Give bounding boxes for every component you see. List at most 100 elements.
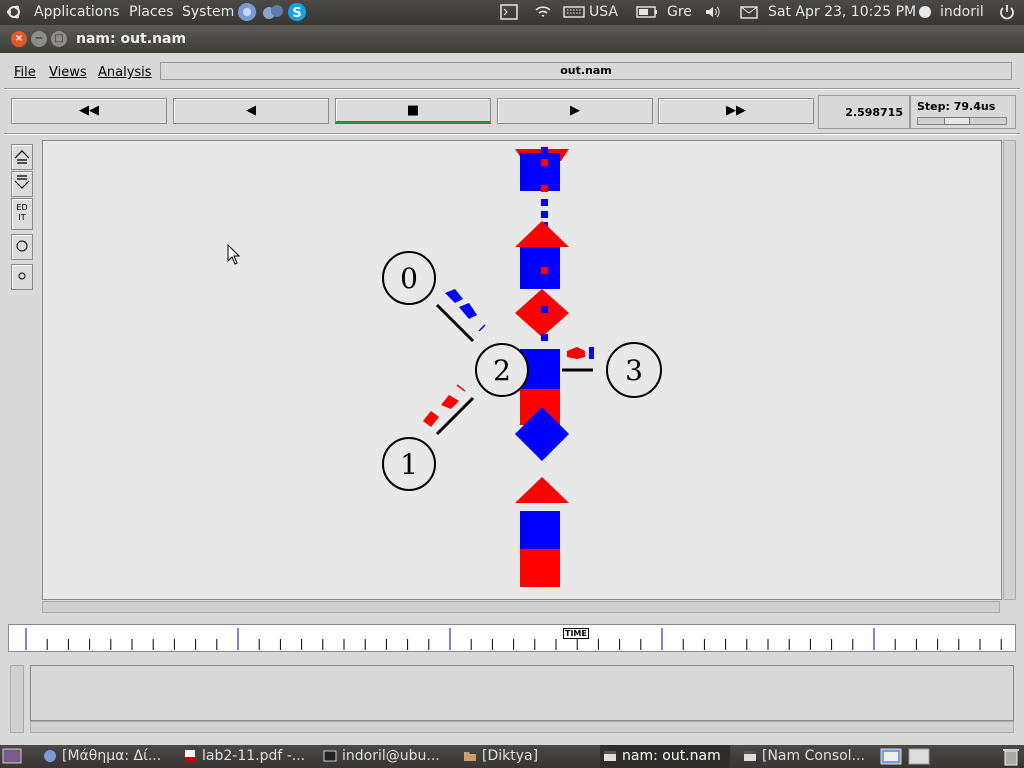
clock[interactable]: Sat Apr 23, 10:25 PM [768, 4, 917, 20]
packet [520, 549, 560, 587]
places-menu[interactable]: Places [129, 4, 174, 20]
volume-icon[interactable] [704, 4, 722, 20]
packet [541, 147, 548, 154]
rewind-button[interactable]: ◀◀ [11, 98, 167, 124]
topology-view[interactable]: 0 1 2 3 [45, 143, 999, 597]
node-0[interactable]: 0 [382, 251, 436, 305]
timeline-tick-group [25, 628, 1023, 650]
node-2[interactable]: 2 [475, 343, 529, 397]
step-slider-thumb[interactable] [944, 117, 970, 125]
battery-indicator-label[interactable]: Gre [667, 4, 692, 20]
canvas-horizontal-scrollbar[interactable] [42, 601, 1000, 613]
file-menu-label: File [14, 65, 36, 80]
taskbar-item-label: lab2-11.pdf -... [202, 748, 306, 764]
user-menu[interactable]: indoril [940, 4, 984, 20]
canvas-vertical-scrollbar[interactable] [1003, 140, 1016, 600]
close-window-button[interactable]: × [11, 31, 27, 47]
taskbar-item-browser[interactable]: [Μάθημα: Δί... [40, 745, 168, 768]
terminal-indicator-icon[interactable] [500, 4, 518, 20]
packet-queue [515, 147, 569, 587]
annotation-vertical-scrollbar[interactable] [10, 665, 24, 733]
packet [520, 247, 560, 289]
ubuntu-logo-icon[interactable] [6, 4, 22, 20]
link-0-2 [435, 303, 475, 343]
pidgin-launcher-icon[interactable] [262, 2, 284, 22]
circle-icon [16, 240, 28, 252]
keyboard-icon[interactable] [563, 4, 585, 20]
zoom-out-tool[interactable] [11, 171, 33, 197]
system-menu[interactable]: System [182, 4, 235, 20]
timeline-ticks [25, 628, 1023, 650]
keyboard-layout-indicator[interactable]: USA [589, 4, 618, 20]
power-icon[interactable] [998, 4, 1016, 20]
applications-menu[interactable]: Applications [34, 4, 120, 20]
step-slider[interactable] [917, 117, 1007, 125]
small-circle-tool[interactable] [11, 264, 33, 290]
taskbar-item-nam[interactable]: nam: out.nam [600, 745, 730, 768]
workspace-1-icon[interactable] [880, 748, 902, 765]
trash-icon[interactable] [1000, 747, 1022, 766]
stop-button[interactable]: ■ [335, 98, 491, 124]
packet [541, 199, 548, 206]
controls-divider [4, 133, 1020, 135]
edit-tool[interactable]: EDIT [11, 198, 33, 230]
packet [459, 303, 477, 319]
step-control: Step: 79.4us [910, 95, 1016, 129]
packet [541, 267, 548, 274]
node-3-label: 3 [625, 354, 643, 387]
zoom-in-tool[interactable] [11, 144, 33, 170]
packet [515, 407, 569, 461]
file-menu[interactable]: File [14, 65, 36, 80]
packet [589, 347, 594, 359]
skype-launcher-icon[interactable]: S [287, 2, 307, 22]
packet [541, 306, 548, 313]
timeline-slider[interactable]: TIME [8, 624, 1023, 652]
packet [423, 411, 439, 427]
time-marker[interactable]: TIME [563, 628, 589, 639]
fast-forward-button[interactable]: ▶▶ [658, 98, 814, 124]
views-menu[interactable]: Views [49, 65, 87, 80]
menubar-divider [4, 88, 1020, 90]
window-title: nam: out.nam [76, 31, 187, 47]
bottom-panel: [Μάθημα: Δί... lab2-11.pdf -... indoril@… [0, 745, 1024, 768]
step-label: Step: 79.4us [917, 100, 996, 113]
analysis-menu[interactable]: Analysis [98, 65, 152, 80]
taskbar-item-label: [Nam Consol... [762, 748, 865, 764]
link-0-2-packets [445, 289, 486, 332]
chromium-icon [44, 750, 56, 762]
taskbar-item-folder[interactable]: [Diktya] [460, 745, 588, 768]
packet [541, 211, 548, 218]
packet [445, 289, 463, 303]
workspace-2-icon[interactable] [908, 748, 930, 765]
network-animation-canvas[interactable]: 0 1 2 3 [42, 140, 1002, 600]
battery-icon[interactable] [636, 4, 658, 20]
show-desktop-icon[interactable] [2, 748, 22, 764]
minimize-window-button[interactable]: − [31, 31, 47, 47]
taskbar-item-label: [Diktya] [482, 748, 539, 764]
node-1[interactable]: 1 [382, 437, 436, 491]
trace-file-name: out.nam [160, 62, 1012, 80]
packet [541, 185, 548, 192]
step-back-button[interactable]: ◀ [173, 98, 329, 124]
node-3[interactable]: 3 [606, 342, 662, 398]
window-titlebar[interactable]: × − □ nam: out.nam [0, 25, 1024, 53]
packet [520, 153, 560, 191]
terminal-icon [323, 750, 337, 762]
taskbar-item-nam-console[interactable]: [Nam Consol... [740, 745, 870, 768]
user-status-icon[interactable] [916, 4, 934, 20]
taskbar-item-pdf[interactable]: lab2-11.pdf -... [180, 745, 308, 768]
wifi-icon[interactable] [534, 4, 552, 20]
chromium-launcher-icon[interactable] [237, 2, 257, 22]
node-circle-tool[interactable] [11, 234, 33, 260]
link-2-3-packets [567, 347, 594, 359]
taskbar-item-terminal[interactable]: indoril@ubu... [320, 745, 448, 768]
packet [515, 221, 569, 247]
annotation-horizontal-scrollbar[interactable] [30, 721, 1014, 733]
zoom-out-icon [14, 175, 30, 189]
annotation-panel[interactable] [30, 665, 1014, 721]
mouse-cursor-icon [227, 243, 241, 265]
maximize-window-button[interactable]: □ [51, 31, 67, 47]
simulation-time: 2.598715 [818, 95, 910, 129]
play-button[interactable]: ▶ [497, 98, 653, 124]
mail-icon[interactable] [740, 4, 758, 20]
